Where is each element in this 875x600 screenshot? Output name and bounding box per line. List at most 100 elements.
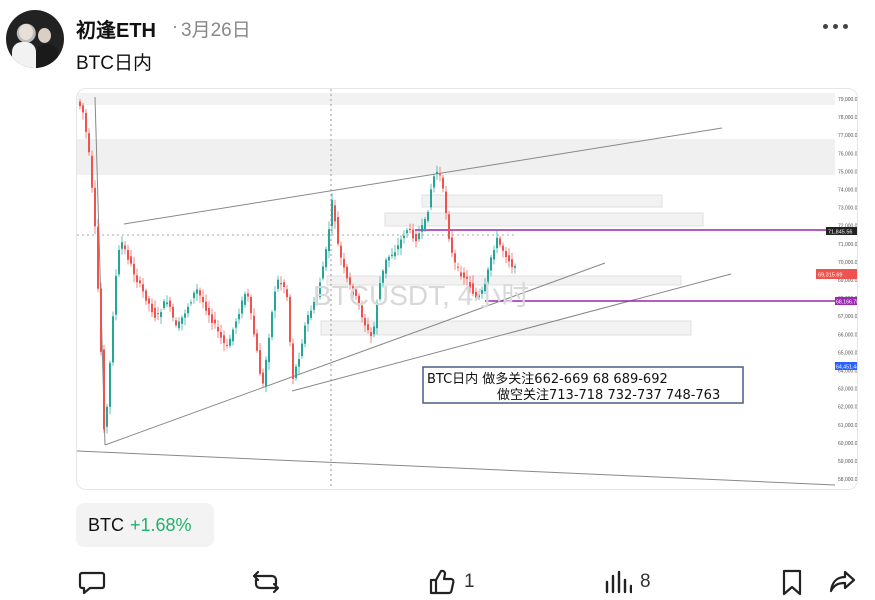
candle-body	[469, 282, 471, 288]
candle-body	[445, 191, 447, 214]
like-button[interactable]: 1	[428, 564, 475, 600]
candle-body	[337, 216, 339, 244]
candle-body	[397, 245, 399, 250]
candle-body	[325, 249, 327, 268]
price-tick-label: 77,000.00	[838, 133, 858, 139]
candle-body	[265, 359, 267, 387]
candle-body	[484, 284, 486, 292]
candle-body	[283, 282, 285, 288]
candle-body	[301, 343, 303, 357]
candle-body	[175, 320, 177, 326]
comment-icon	[78, 571, 106, 595]
lower-channel-line	[77, 450, 836, 486]
candle-body	[115, 275, 117, 315]
avatar-body-left	[12, 42, 36, 68]
author-name[interactable]: 初逢ETH	[76, 20, 156, 42]
bar-chart-icon	[605, 570, 632, 594]
price-tick-label: 67,000.00	[838, 314, 858, 320]
candle-body	[211, 314, 213, 323]
candle-body	[433, 176, 435, 188]
candle-body	[166, 302, 168, 305]
views-button[interactable]: 8	[604, 564, 651, 600]
candle-body	[190, 302, 192, 304]
candle-body	[316, 296, 318, 303]
candle-body	[448, 214, 450, 239]
ticker-symbol: BTC	[88, 514, 124, 535]
candle-body	[133, 263, 135, 275]
price-tick-label: 75,000.00	[838, 169, 858, 175]
annotation-line-1: BTC日内 做多关注662-669 68 689-692	[427, 371, 668, 387]
candle-body	[430, 189, 432, 208]
candle-body	[277, 279, 279, 289]
candle-body	[253, 315, 255, 335]
candle-body	[196, 289, 198, 294]
candle-body	[475, 291, 477, 298]
bookmark-button[interactable]	[778, 564, 806, 600]
price-label-current: 69,315.69	[818, 273, 842, 279]
candle-body	[271, 312, 273, 338]
candle-body	[376, 302, 378, 329]
avatar-person-left	[19, 24, 33, 40]
price-label-upper: 71,845.56	[828, 230, 852, 236]
candle-body	[412, 229, 414, 239]
comment-button[interactable]	[78, 564, 106, 600]
candle-body	[472, 283, 474, 294]
candle-body	[232, 329, 234, 342]
candle-body	[118, 249, 120, 275]
price-tick-label: 58,000.00	[838, 477, 858, 483]
candle-body	[451, 237, 453, 253]
candle-body	[229, 338, 231, 346]
candle-body	[343, 258, 345, 268]
candle-body	[322, 266, 324, 279]
author-avatar[interactable]	[6, 10, 64, 68]
candle-body	[88, 133, 90, 153]
candle-body	[178, 321, 180, 329]
long-zone-1	[320, 320, 692, 336]
candle-body	[427, 211, 429, 221]
candle-body	[394, 252, 396, 257]
chart-image[interactable]: BTCUSDT, 4小时 79,000.00 78,000.00 77,000.00…	[76, 88, 858, 490]
candle-body	[478, 294, 480, 298]
candle-body	[310, 310, 312, 318]
ticker-chip[interactable]: BTC +1.68%	[76, 503, 214, 547]
more-options-icon[interactable]	[823, 18, 851, 34]
meta-separator: ·	[172, 16, 178, 36]
candle-body	[256, 333, 258, 351]
candle-body	[391, 254, 393, 257]
candle-body	[97, 226, 99, 289]
thumbs-up-icon	[429, 569, 455, 595]
price-tick-label: 62,000.00	[838, 405, 858, 411]
candle-body	[241, 300, 243, 314]
candle-body	[274, 291, 276, 311]
candle-body	[349, 277, 351, 285]
price-tick-label: 73,000.00	[838, 206, 858, 212]
candle-body	[379, 283, 381, 300]
candle-body	[385, 259, 387, 274]
price-tick-label: 66,000.00	[838, 332, 858, 338]
candle-body	[82, 105, 84, 113]
candle-body	[403, 235, 405, 239]
share-button[interactable]	[828, 564, 856, 600]
price-tick-label: 69,000.00	[838, 278, 858, 284]
candle-body	[442, 177, 444, 189]
candle-body	[106, 406, 108, 427]
ticker-change: +1.68%	[130, 514, 192, 535]
candle-body	[421, 225, 423, 232]
candle-body	[238, 313, 240, 320]
repost-button[interactable]	[252, 564, 280, 600]
price-label-lower: 68,166.78	[836, 300, 858, 306]
candle-body	[424, 219, 426, 229]
candle-body	[286, 289, 288, 298]
candle-body	[154, 307, 156, 318]
price-tick-label: 74,000.00	[838, 188, 858, 194]
long-zone-2	[326, 275, 682, 286]
candle-body	[460, 272, 462, 277]
candle-body	[514, 266, 516, 268]
repost-icon	[252, 570, 280, 594]
candlesticks	[79, 98, 516, 434]
candle-body	[112, 316, 114, 363]
candle-body	[436, 171, 438, 174]
candle-body	[331, 200, 333, 227]
candle-body	[130, 256, 132, 264]
candle-body	[364, 317, 366, 326]
